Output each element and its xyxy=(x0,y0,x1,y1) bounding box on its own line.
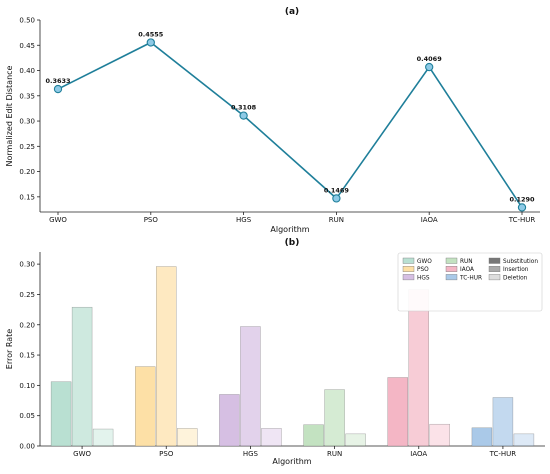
chart-b-legend-label: GWO xyxy=(417,259,432,265)
chart-a-xtick-label: GWO xyxy=(49,216,67,224)
chart-a-ytick-label: 0.15 xyxy=(19,193,35,201)
chart-b-ytick-label: 0.05 xyxy=(19,412,35,420)
chart-a-xlabel: Algorithm xyxy=(270,225,309,234)
chart-b-bar xyxy=(324,389,345,447)
chart-b-bar xyxy=(156,266,177,447)
chart-b-bar xyxy=(135,366,156,447)
chart-b-bar xyxy=(303,424,324,447)
chart-b-legend-swatch xyxy=(445,257,458,264)
chart-b-xtick-label: TC-HUR xyxy=(489,450,517,458)
chart-b-ytick-label: 0.15 xyxy=(19,352,35,360)
chart-a-xtick-label: IAOA xyxy=(421,216,438,224)
chart-a-data-label: 0.3108 xyxy=(231,104,257,112)
chart-b-bar xyxy=(92,428,114,447)
chart-a-series-line xyxy=(57,41,523,208)
chart-b-bar xyxy=(261,428,282,447)
chart-b-xtick-label: GWO xyxy=(73,450,91,458)
chart-a-ytick-label: 0.40 xyxy=(19,67,35,75)
chart-b-bar xyxy=(471,427,493,447)
chart-a-ytick-label: 0.35 xyxy=(19,92,35,100)
chart-b-xlabel: Algorithm xyxy=(272,457,311,466)
chart-a-ytick-label: 0.25 xyxy=(19,143,35,151)
chart-b-ylabel: Error Rate xyxy=(5,329,14,369)
chart-a-point xyxy=(239,111,248,120)
chart-b-legend-swatch xyxy=(445,274,458,281)
chart-b-ytick-label: 0.00 xyxy=(19,443,35,451)
chart-b-legend-box xyxy=(397,252,543,312)
chart-b-legend-swatch xyxy=(445,266,458,272)
chart-a-point xyxy=(517,203,527,212)
chart-b-legend-swatch xyxy=(402,266,415,272)
chart-b-legend-swatch xyxy=(488,274,501,281)
chart-b-legend-label: TC-HUR xyxy=(459,275,482,281)
chart-b-bar xyxy=(387,377,408,447)
chart-a-xtick-label: TC-HUR xyxy=(508,216,536,224)
chart-b-bar xyxy=(50,381,72,447)
chart-b-legend-label: IAOA xyxy=(460,267,474,273)
chart-b-legend-label: HGS xyxy=(417,275,430,281)
chart-a-data-label: 0.3633 xyxy=(45,77,70,85)
chart-a-xtick-label: HGS xyxy=(236,216,252,224)
chart-b-bar xyxy=(408,289,429,447)
chart-b-title: (b) xyxy=(285,238,300,248)
chart-a-ytick-label: 0.20 xyxy=(19,168,35,176)
chart-b-legend-swatch xyxy=(402,274,415,281)
chart-a-data-label: 0.1290 xyxy=(509,195,535,203)
chart-a-ytick-label: 0.50 xyxy=(19,17,35,25)
chart-b-legend-label: Substitution xyxy=(503,259,538,265)
chart-b-ytick-label: 0.30 xyxy=(19,261,35,269)
chart-b-legend-swatch xyxy=(488,266,501,272)
chart-b-xtick-label: PSO xyxy=(159,450,174,458)
chart-b-legend-label: Deletion xyxy=(503,275,528,281)
chart-b-legend-swatch xyxy=(402,257,415,264)
chart-b-ytick-label: 0.20 xyxy=(19,321,35,329)
chart-a-ytick-label: 0.30 xyxy=(19,118,35,126)
chart-b-bar xyxy=(513,433,535,447)
chart-a-xtick-label: PSO xyxy=(144,216,159,224)
chart-b-legend-swatch xyxy=(488,257,501,264)
chart-b-bar xyxy=(429,423,450,447)
chart-b-bar xyxy=(240,326,261,447)
chart-b-bar xyxy=(492,397,514,447)
chart-b-ytick-label: 0.25 xyxy=(19,291,35,299)
chart-a-data-label: 0.1469 xyxy=(324,186,350,194)
chart-b-bar xyxy=(71,306,93,447)
chart-a-xtick-label: RUN xyxy=(329,216,344,224)
chart-a-point xyxy=(53,84,63,94)
chart-b-legend-label: PSO xyxy=(417,267,429,273)
chart-b-legend-label: RUN xyxy=(460,259,473,265)
chart-b-bar xyxy=(219,394,240,447)
chart-a-point xyxy=(425,62,434,72)
chart-b-ytick-label: 0.10 xyxy=(19,382,35,390)
chart-b-bar xyxy=(177,428,198,447)
chart-b-xtick-label: HGS xyxy=(243,450,259,458)
chart-b-legend-label: Insertion xyxy=(503,267,529,273)
chart-a-title: (a) xyxy=(285,7,299,17)
chart-a-data-label: 0.4069 xyxy=(417,55,443,63)
chart-b-xtick-label: RUN xyxy=(327,450,342,458)
chart-a-data-label: 0.4555 xyxy=(138,30,164,38)
chart-a-ytick-label: 0.45 xyxy=(19,42,35,50)
chart-a-point xyxy=(146,38,155,47)
chart-b-bar xyxy=(345,433,366,447)
chart-a-ylabel: Normalized Edit Distance xyxy=(5,65,14,166)
chart-a-point xyxy=(332,194,341,203)
chart-b-xtick-label: IAOA xyxy=(410,450,427,458)
